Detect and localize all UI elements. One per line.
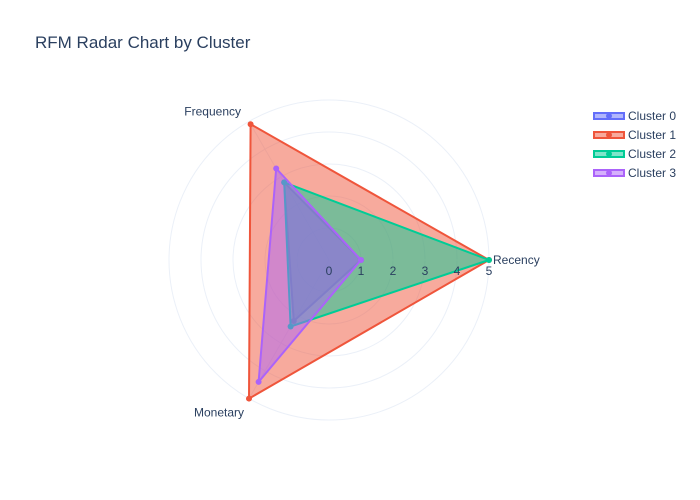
legend-label: Cluster 2 (628, 146, 677, 161)
series-area-cluster-3 (257, 167, 362, 383)
radial-ticks: 0 1 2 3 4 5 (326, 264, 493, 278)
legend-item-cluster-1[interactable]: Cluster 1 (592, 125, 692, 144)
legend-swatch-icon (593, 149, 625, 158)
legend-item-cluster-0[interactable]: Cluster 0 (592, 106, 692, 125)
data-point-cluster-3-recency (358, 257, 364, 263)
data-point-cluster-3-monetary (255, 378, 262, 385)
legend-swatch-icon (593, 168, 625, 177)
chart-title: RFM Radar Chart by Cluster (35, 33, 251, 52)
legend-label: Cluster 1 (628, 127, 677, 142)
data-point-cluster-2-recency (486, 257, 492, 263)
radial-tick-5: 5 (486, 264, 493, 278)
legend-swatch-icon (593, 111, 625, 120)
legend-label: Cluster 3 (628, 165, 677, 180)
data-point-cluster-1-frequency (247, 121, 254, 128)
axis-label-monetary: Monetary (194, 406, 244, 420)
angular-axis-labels: Recency Frequency Monetary (184, 104, 539, 419)
data-point-cluster-3-frequency (273, 165, 280, 172)
radial-tick-0: 0 (326, 264, 333, 278)
series-cluster-3 (255, 165, 364, 385)
legend-swatch-icon (593, 130, 625, 139)
legend: Cluster 0 Cluster 1 Cluster 2 Cluster 3 (592, 106, 692, 182)
radial-tick-1: 1 (358, 264, 365, 278)
data-point-cluster-1-monetary (246, 395, 252, 402)
series-layer (246, 121, 492, 402)
legend-item-cluster-3[interactable]: Cluster 3 (592, 163, 692, 182)
legend-label: Cluster 0 (628, 108, 677, 123)
radial-tick-3: 3 (422, 264, 429, 278)
axis-label-recency: Recency (493, 253, 540, 267)
legend-item-cluster-2[interactable]: Cluster 2 (592, 144, 692, 163)
radial-tick-4: 4 (454, 264, 461, 278)
radial-tick-2: 2 (390, 264, 397, 278)
axis-label-frequency: Frequency (184, 104, 241, 118)
